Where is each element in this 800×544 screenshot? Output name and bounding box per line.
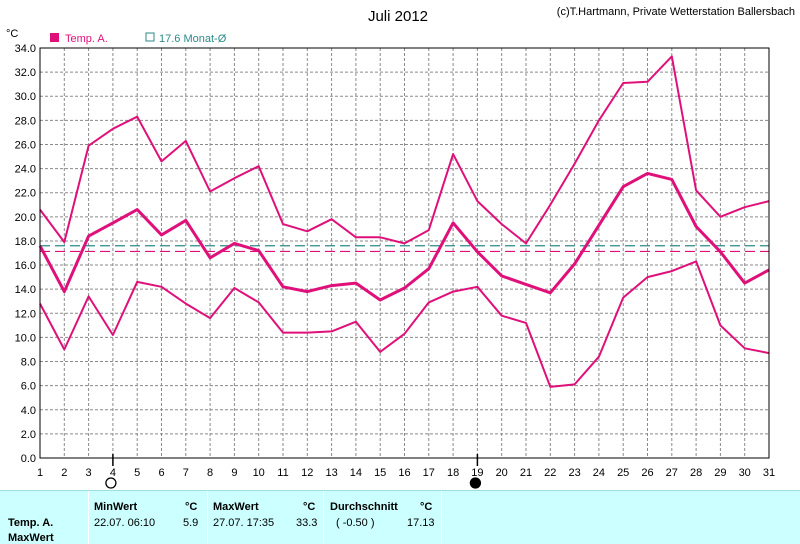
y-tick-label: 34.0 bbox=[15, 43, 36, 55]
series-lines bbox=[38, 55, 770, 388]
y-tick-label: 18.0 bbox=[15, 236, 36, 248]
x-tick-label: 7 bbox=[183, 467, 189, 479]
x-tick-label: 1 bbox=[37, 467, 43, 479]
chart-title: Juli 2012 bbox=[368, 8, 428, 25]
max-unit: °C bbox=[303, 501, 316, 513]
legend: Temp. A. 17.6 Monat-Ø bbox=[50, 32, 227, 45]
x-tick-label: 29 bbox=[714, 467, 726, 479]
x-tick-label: 20 bbox=[496, 467, 508, 479]
y-tick-label: 6.0 bbox=[21, 381, 36, 393]
y-tick-label: 22.0 bbox=[15, 188, 36, 200]
avg-unit: °C bbox=[420, 501, 433, 513]
series-line-mean bbox=[38, 171, 770, 302]
x-tick-label: 22 bbox=[544, 467, 556, 479]
y-tick-label: 16.0 bbox=[15, 260, 36, 272]
y-tick-label: 10.0 bbox=[15, 332, 36, 344]
full-moon-icon bbox=[105, 477, 117, 489]
stats-divider bbox=[441, 491, 442, 544]
stats-row-label-2: MaxWert bbox=[8, 532, 54, 544]
x-tick-labels: 1 2 3 4 5 6 7 8 9 10 11 12 13 14 15 16 17 18 19 20 21 22 23 24 2… bbox=[37, 467, 775, 479]
min-header: MinWert bbox=[94, 501, 138, 513]
stats-divider bbox=[88, 491, 89, 544]
new-moon-icon bbox=[469, 477, 482, 489]
y-tick-label: 30.0 bbox=[15, 91, 36, 103]
x-tick-label: 14 bbox=[350, 467, 362, 479]
temperature-chart: Juli 2012 (c)T.Hartmann, Private Wetters… bbox=[6, 6, 795, 489]
y-tick-label: 24.0 bbox=[15, 164, 36, 176]
avg-header: Durchschnitt bbox=[330, 501, 398, 513]
stats-row-label: Temp. A. bbox=[8, 517, 54, 529]
x-tick-label: 23 bbox=[568, 467, 580, 479]
x-tick-label: 2 bbox=[61, 467, 67, 479]
max-value: 33.3 bbox=[296, 517, 318, 529]
x-tick-label: 5 bbox=[134, 467, 140, 479]
y-tick-label: 2.0 bbox=[21, 429, 36, 441]
x-tick-label: 15 bbox=[374, 467, 386, 479]
min-value: 5.9 bbox=[183, 517, 199, 529]
y-tick-labels: 0.0 2.0 4.0 6.0 8.0 10.0 12.0 14.0 16.0 18.0 20.0 2… bbox=[15, 43, 36, 465]
y-axis-unit: °C bbox=[6, 28, 18, 40]
x-tick-label: 16 bbox=[398, 467, 410, 479]
y-tick-label: 0.0 bbox=[21, 453, 36, 465]
x-tick-label: 3 bbox=[86, 467, 92, 479]
series-line-max bbox=[39, 55, 770, 245]
x-tick-label: 19 bbox=[471, 467, 483, 479]
y-tick-label: 4.0 bbox=[21, 405, 36, 417]
x-tick-label: 18 bbox=[447, 467, 459, 479]
legend-swatch-month-avg bbox=[145, 32, 155, 42]
x-tick-label: 13 bbox=[325, 467, 337, 479]
x-tick-label: 17 bbox=[423, 467, 435, 479]
y-tick-label: 28.0 bbox=[15, 115, 36, 127]
x-tick-label: 28 bbox=[690, 467, 702, 479]
max-header: MaxWert bbox=[213, 501, 259, 513]
x-tick-label: 4 bbox=[110, 467, 116, 479]
stats-divider bbox=[323, 491, 324, 544]
x-tick-label: 24 bbox=[593, 467, 605, 479]
y-tick-label: 32.0 bbox=[15, 67, 36, 79]
min-time: 22.07. 06:10 bbox=[94, 517, 156, 529]
x-tick-label: 10 bbox=[253, 467, 265, 479]
grid bbox=[39, 47, 770, 459]
y-tick-label: 20.0 bbox=[15, 212, 36, 224]
x-tick-label: 26 bbox=[641, 467, 653, 479]
x-tick-label: 25 bbox=[617, 467, 629, 479]
x-tick-label: 21 bbox=[520, 467, 532, 479]
avg-value: 17.13 bbox=[407, 517, 435, 529]
y-tick-label: 12.0 bbox=[15, 308, 36, 320]
reference-lines bbox=[40, 245, 769, 253]
plot-frame bbox=[39, 47, 770, 459]
stats-divider bbox=[207, 491, 208, 544]
series-line-min bbox=[39, 260, 770, 388]
min-unit: °C bbox=[185, 501, 198, 513]
x-tick-label: 8 bbox=[207, 467, 213, 479]
x-tick-label: 6 bbox=[158, 467, 164, 479]
x-tick-label: 31 bbox=[763, 467, 775, 479]
y-tick-label: 26.0 bbox=[15, 139, 36, 151]
avg-deviation: ( -0.50 ) bbox=[336, 517, 375, 529]
legend-label-temp: Temp. A. bbox=[65, 33, 108, 45]
x-tick-label: 27 bbox=[666, 467, 678, 479]
x-tick-label: 9 bbox=[231, 467, 237, 479]
chart-credit: (c)T.Hartmann, Private Wetterstation Bal… bbox=[557, 6, 795, 18]
x-tick-label: 30 bbox=[739, 467, 751, 479]
statistics-panel: Temp. A. MaxWert MinWert °C 22.07. 06:10… bbox=[0, 490, 800, 544]
y-tick-label: 14.0 bbox=[15, 284, 36, 296]
legend-label-month-avg: 17.6 Monat-Ø bbox=[159, 33, 227, 45]
max-time: 27.07. 17:35 bbox=[213, 517, 275, 529]
x-tick-label: 12 bbox=[301, 467, 313, 479]
x-tick-label: 11 bbox=[277, 467, 288, 479]
y-tick-label: 8.0 bbox=[21, 357, 36, 369]
legend-swatch-temp bbox=[50, 33, 59, 42]
moon-phase-markers bbox=[105, 454, 482, 489]
